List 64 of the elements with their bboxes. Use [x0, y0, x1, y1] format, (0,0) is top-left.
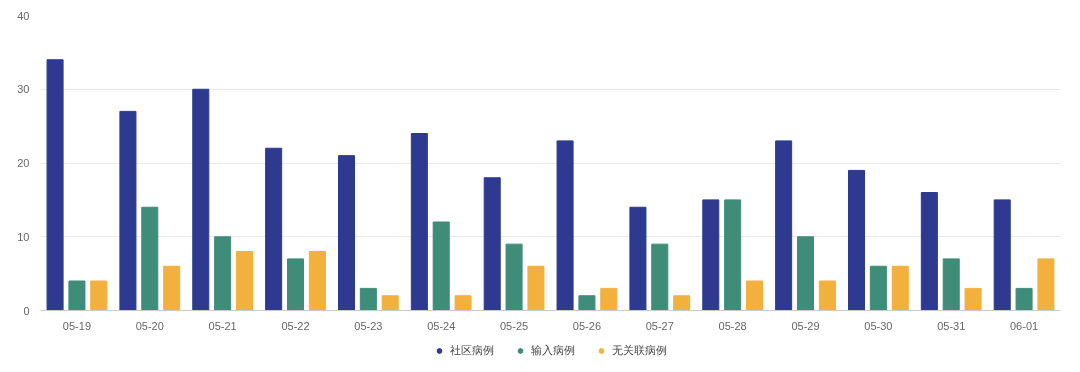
bar: [141, 206, 159, 311]
bar: [235, 251, 254, 311]
bar: [891, 265, 909, 311]
y-tick-label: 10: [17, 230, 30, 243]
x-tick-label: 05-23: [354, 319, 383, 332]
y-tick-label: 20: [17, 157, 30, 169]
x-tick-label: 05-29: [791, 319, 820, 332]
x-tick-label: 05-20: [135, 319, 164, 332]
bar: [1015, 287, 1033, 311]
x-tick-label: 05-27: [645, 319, 674, 332]
bar: [724, 199, 742, 311]
bar: [163, 265, 181, 311]
bar: [432, 221, 450, 311]
bar: [265, 147, 283, 311]
legend-label: 无关联病例: [612, 342, 667, 358]
x-tick-label: 05-28: [718, 319, 747, 332]
y-tick-label: 30: [17, 83, 30, 96]
bar: [90, 280, 108, 311]
x-tick-label: 05-31: [937, 319, 966, 332]
y-tick-label: 40: [17, 9, 30, 22]
bar: [818, 280, 836, 311]
bar: [359, 287, 377, 311]
bar: [1037, 258, 1055, 311]
bar: [702, 199, 720, 311]
bar: [920, 192, 938, 311]
bar: [505, 243, 523, 311]
legend-label: 输入病例: [531, 342, 575, 358]
x-tick-label: 06-01: [1010, 319, 1039, 332]
x-tick-label: 05-21: [208, 319, 237, 332]
bar: [381, 295, 399, 311]
bar: [775, 140, 793, 311]
legend-label: 社区病例: [450, 342, 494, 358]
bar: [483, 177, 501, 311]
bar: [119, 110, 137, 311]
x-tick-label: 05-30: [864, 319, 893, 332]
bar: [286, 258, 305, 311]
x-tick-label: 05-22: [281, 319, 310, 332]
bar: [308, 251, 326, 311]
y-tick-label: 0: [23, 304, 30, 317]
bar: [600, 287, 618, 311]
bar: [993, 199, 1011, 311]
x-tick-label: 05-19: [62, 319, 91, 332]
bar: [556, 140, 574, 311]
bar: [964, 287, 982, 311]
bar: [337, 155, 356, 311]
bar: [214, 236, 232, 311]
bar: [651, 243, 669, 311]
bar: [410, 133, 428, 311]
x-tick-label: 05-24: [427, 319, 456, 332]
bar: [68, 280, 86, 311]
x-tick-label: 05-25: [500, 319, 529, 332]
x-tick-label: 05-26: [572, 319, 601, 332]
bar: [527, 265, 545, 311]
bar: [673, 295, 691, 311]
bar: [192, 88, 210, 311]
bar: [745, 280, 764, 311]
bar: [46, 59, 64, 311]
bar: [869, 265, 887, 311]
bar: [578, 295, 596, 311]
bar: [454, 295, 472, 311]
bar: [629, 206, 647, 311]
bar: [796, 236, 815, 311]
bar: [942, 258, 960, 311]
bar: [847, 169, 866, 311]
